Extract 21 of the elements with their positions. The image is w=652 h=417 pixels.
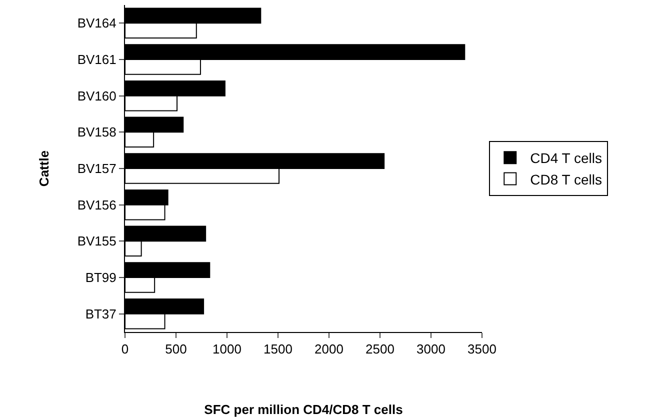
y-tick-label: BV164 xyxy=(77,16,116,31)
y-tick-label: BV157 xyxy=(77,161,116,176)
x-tick-label: 3000 xyxy=(416,342,446,357)
y-axis-title: Cattle xyxy=(36,150,52,187)
x-tick-label: 500 xyxy=(165,342,187,357)
y-tick-label: BV155 xyxy=(77,234,116,249)
y-tick-label: BV158 xyxy=(77,124,116,140)
x-tick-label: 2500 xyxy=(366,342,394,357)
legend-label: CD8 T cells xyxy=(530,171,602,188)
x-tick-label: 0 xyxy=(121,342,129,357)
y-tick-label: BT99 xyxy=(85,270,116,286)
x-tick-label: 1000 xyxy=(212,342,242,357)
y-tick-label: BV160 xyxy=(77,88,116,104)
x-tick-label: 3500 xyxy=(468,342,496,357)
y-tick-label: BV156 xyxy=(77,197,116,212)
x-tick-label: 2000 xyxy=(314,342,344,357)
y-tick-label: BV161 xyxy=(77,52,116,68)
x-tick-label: 1500 xyxy=(264,342,292,357)
legend-label: CD4 T cells xyxy=(530,150,602,166)
x-axis-title: SFC per million CD4/CD8 T cells xyxy=(204,402,403,417)
y-tick-label: BT37 xyxy=(85,306,116,322)
